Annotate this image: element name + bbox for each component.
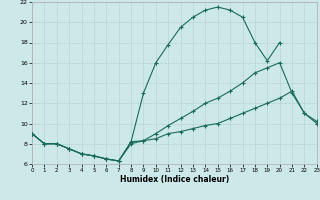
X-axis label: Humidex (Indice chaleur): Humidex (Indice chaleur) [120, 175, 229, 184]
